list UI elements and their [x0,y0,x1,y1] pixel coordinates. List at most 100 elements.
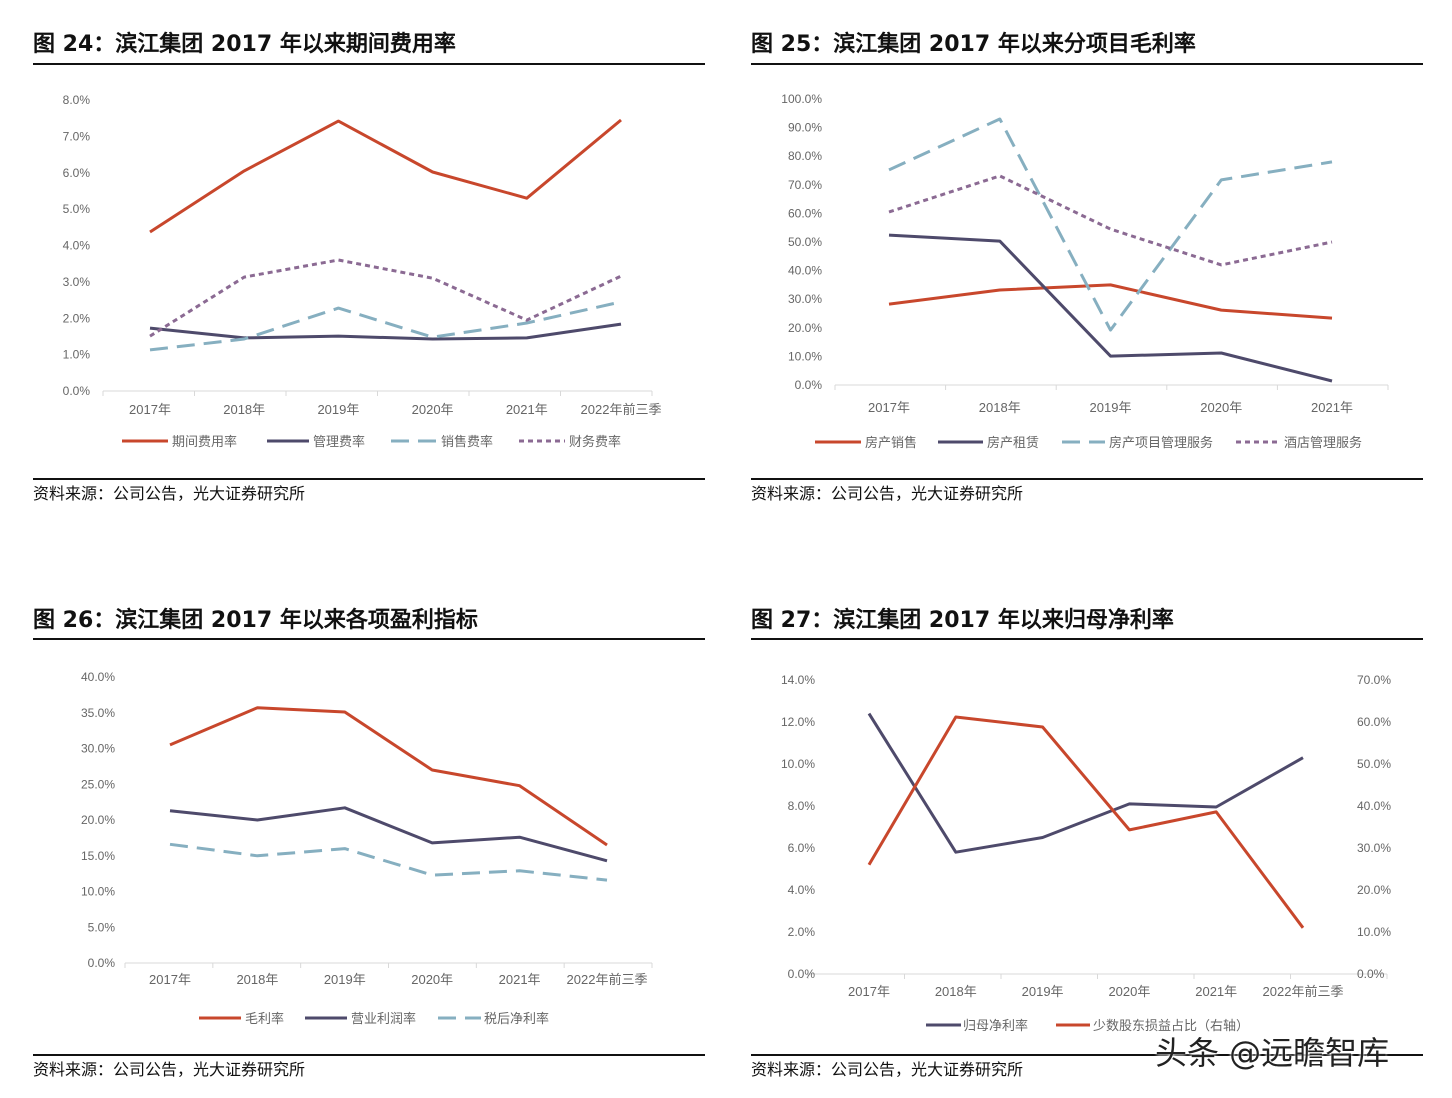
series-line-1 [867,712,1304,854]
x-tick-label: 2020年 [1108,984,1150,999]
x-tick-label: 2017年 [149,972,191,987]
y-tick-label: 7.0% [63,129,91,143]
legend-label: 期间费用率 [172,434,237,449]
x-tick-label: 2019年 [1022,984,1064,999]
legend-label: 酒店管理服务 [1284,435,1362,450]
chart-27-title-rule [751,638,1423,640]
series-line-4 [149,258,622,338]
y-tick-label: 6.0% [63,166,91,180]
series-line-2 [888,233,1333,383]
x-tick-label: 2022年前三季 [1263,984,1344,999]
x-tick-label: 2021年 [506,402,548,417]
x-tick-label: 2019年 [324,972,366,987]
y-tick-label: 8.0% [63,93,91,107]
chart-27-source: 资料来源：公司公告，光大证券研究所 [751,1060,1024,1079]
legend-label: 房产租赁 [987,435,1039,450]
series-line-3 [169,842,608,882]
legend-label: 财务费率 [569,434,621,449]
legend-label: 销售费率 [441,434,493,449]
y-tick-label: 10.0% [781,757,815,771]
y-tick-label: 2.0% [63,311,91,325]
chart-26-title: 图 26：滨江集团 2017 年以来各项盈利指标 [33,608,478,633]
y-tick-label: 0.0% [63,384,91,398]
y2-tick-label: 10.0% [1357,925,1391,939]
chart-25-title: 图 25：滨江集团 2017 年以来分项目毛利率 [751,32,1196,57]
x-tick-label: 2022年前三季 [567,972,648,987]
x-tick-label: 2017年 [129,402,171,417]
chart-24-title-rule [33,63,705,65]
x-tick-label: 2020年 [412,402,454,417]
x-tick-label: 2017年 [848,984,890,999]
y-tick-label: 0.0% [788,967,816,981]
y-tick-label: 10.0% [81,885,115,899]
y-tick-label: 50.0% [788,235,822,249]
chart-27-source-rule [751,1054,1423,1056]
y-tick-label: 6.0% [788,841,816,855]
y-tick-label: 100.0% [781,92,822,106]
chart-24-title: 图 24：滨江集团 2017 年以来期间费用率 [33,32,456,57]
legend-label: 少数股东损益占比（右轴） [1093,1018,1249,1033]
legend-label: 毛利率 [245,1011,284,1026]
x-tick-label: 2018年 [236,972,278,987]
series-line-2 [867,715,1305,929]
series-line-1 [149,118,622,234]
x-tick-label: 2022年前三季 [581,402,662,417]
chart-27-title: 图 27：滨江集团 2017 年以来归母净利率 [751,608,1174,633]
x-tick-label: 2018年 [935,984,977,999]
x-tick-label: 2019年 [317,402,359,417]
x-tick-label: 2019年 [1090,400,1132,415]
y-tick-label: 60.0% [788,206,822,220]
legend-label: 房产销售 [865,435,917,450]
chart-25-source-rule [751,478,1423,480]
legend-label: 归母净利率 [963,1018,1028,1033]
y-tick-label: 4.0% [63,239,91,253]
legend-label: 营业利润率 [351,1011,416,1026]
x-tick-label: 2021年 [1311,400,1353,415]
legend-label: 管理费率 [313,434,365,449]
y-tick-label: 40.0% [788,264,822,278]
chart-24-source-rule [33,478,705,480]
series-line-2 [149,322,622,341]
y-tick-label: 3.0% [63,275,91,289]
chart-26-source-rule [33,1054,705,1056]
y2-tick-label: 30.0% [1357,841,1391,855]
y-tick-label: 8.0% [788,799,816,813]
y-tick-label: 14.0% [781,673,815,687]
y2-tick-label: 70.0% [1357,673,1391,687]
series-line-1 [169,706,608,847]
y-tick-label: 20.0% [788,321,822,335]
y-tick-label: 90.0% [788,121,822,135]
series-line-3 [149,300,622,352]
y2-tick-label: 60.0% [1357,715,1391,729]
y-tick-label: 10.0% [788,349,822,363]
chart-24-source: 资料来源：公司公告，光大证券研究所 [33,484,306,503]
y-tick-label: 5.0% [88,920,116,934]
legend-label: 税后净利率 [484,1011,549,1026]
y-tick-label: 30.0% [81,742,115,756]
x-tick-label: 2020年 [411,972,453,987]
chart-26-title-rule [33,638,705,640]
y-tick-label: 2.0% [788,925,816,939]
x-tick-label: 2020年 [1200,400,1242,415]
chart-26-source: 资料来源：公司公告，光大证券研究所 [33,1060,306,1079]
x-tick-label: 2021年 [499,972,541,987]
chart-25-source: 资料来源：公司公告，光大证券研究所 [751,484,1024,503]
y-tick-label: 70.0% [788,178,822,192]
y-tick-label: 30.0% [788,292,822,306]
y-tick-label: 40.0% [81,670,115,684]
y2-tick-label: 40.0% [1357,799,1391,813]
y-tick-label: 25.0% [81,777,115,791]
y-tick-label: 5.0% [63,202,91,216]
y-tick-label: 80.0% [788,149,822,163]
series-line-3 [888,117,1333,332]
y-tick-label: 0.0% [795,378,823,392]
x-tick-label: 2018年 [979,400,1021,415]
y2-tick-label: 0.0% [1357,967,1385,981]
y-tick-label: 0.0% [88,956,116,970]
y-tick-label: 20.0% [81,813,115,827]
y-tick-label: 15.0% [81,849,115,863]
series-line-4 [888,174,1333,267]
series-line-1 [888,283,1333,320]
chart-25-title-rule [751,63,1423,65]
